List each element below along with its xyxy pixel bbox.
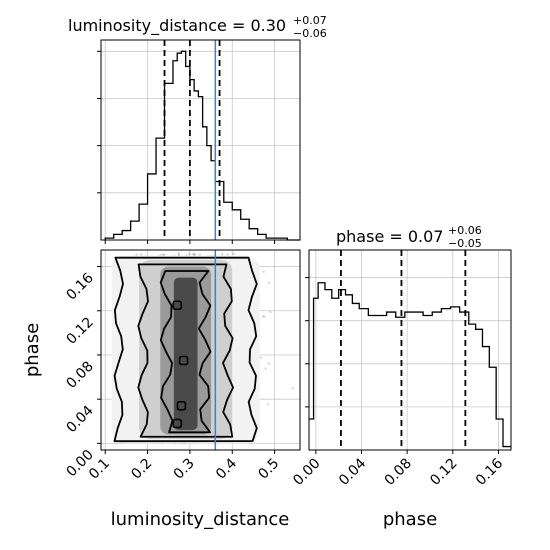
lum-dist-hist-frame bbox=[100, 39, 301, 241]
sample-point bbox=[192, 252, 195, 255]
density-contour bbox=[159, 270, 212, 434]
phase-hist-line bbox=[309, 282, 511, 448]
phase-xtick-label: 0.16 bbox=[473, 455, 506, 488]
phase-hist-frame bbox=[308, 249, 512, 451]
phase-xtick-label: 0.00 bbox=[290, 456, 323, 489]
lum-dist-hist-line bbox=[104, 50, 300, 241]
sample-point bbox=[262, 270, 265, 273]
phase-ytick-label: 0.04 bbox=[63, 403, 96, 436]
phase-title: phase = 0.07 bbox=[336, 227, 443, 246]
sample-point bbox=[264, 367, 267, 370]
sample-point bbox=[266, 403, 269, 406]
phase-title-minus: −0.05 bbox=[448, 237, 482, 250]
phase-hist-grid bbox=[309, 250, 511, 450]
sample-point bbox=[162, 253, 166, 256]
sample-point bbox=[226, 253, 229, 256]
lum-dist-xtick-label: 0.4 bbox=[213, 455, 240, 482]
sample-point bbox=[135, 253, 138, 256]
density-peak-contour bbox=[176, 401, 187, 411]
phase-ytick-label: 0.16 bbox=[63, 270, 96, 303]
sample-point bbox=[262, 315, 265, 318]
density-fill-level bbox=[173, 277, 198, 431]
x-axis-label-lum-dist: luminosity_distance bbox=[111, 509, 290, 530]
lum-dist-hist-grid bbox=[101, 40, 300, 240]
sample-point bbox=[221, 253, 224, 256]
sample-point bbox=[177, 252, 180, 255]
joint-density-fill bbox=[111, 255, 260, 444]
sample-point bbox=[193, 253, 196, 256]
phase-hist-marks bbox=[309, 250, 511, 450]
sample-point bbox=[193, 253, 196, 256]
sample-point bbox=[198, 253, 201, 256]
x-axis-label-phase: phase bbox=[383, 509, 437, 530]
density-contour bbox=[137, 263, 234, 438]
phase-xtick-label: 0.08 bbox=[382, 456, 415, 489]
density-peak-contour bbox=[172, 418, 183, 429]
phase-ytick-label: 0.08 bbox=[63, 358, 96, 391]
sample-point bbox=[269, 310, 272, 314]
sample-point bbox=[162, 253, 165, 256]
phase-xtick-label: 0.12 bbox=[427, 456, 460, 489]
phase-hist-panel: 0.00 0.04 0.08 0.12 0.16 phase = 0.07 +0.06 … bbox=[290, 224, 512, 489]
sample-point bbox=[187, 253, 191, 256]
lum-dist-title-plus: +0.07 bbox=[293, 14, 327, 27]
sample-point bbox=[259, 356, 262, 359]
phase-title-plus: +0.06 bbox=[448, 224, 482, 237]
lum-dist-hist-panel: luminosity_distance = 0.30 +0.07 −0.06 bbox=[68, 14, 327, 244]
lum-dist-title-minus: −0.06 bbox=[293, 27, 327, 40]
phase-ytick-label: 0.12 bbox=[63, 314, 96, 347]
lum-dist-title: luminosity_distance = 0.30 bbox=[68, 16, 286, 36]
sample-point bbox=[232, 252, 235, 255]
density-contour bbox=[113, 256, 258, 443]
sample-point bbox=[267, 362, 271, 365]
density-peak-contour bbox=[172, 300, 183, 311]
lum-dist-xtick-label: 0.3 bbox=[171, 456, 198, 483]
lum-dist-xtick-label: 0.5 bbox=[255, 456, 282, 483]
y-axis-label-phase: phase bbox=[22, 323, 43, 377]
lum-dist-hist-marks bbox=[104, 40, 300, 241]
lum-dist-hist-ticks bbox=[97, 50, 276, 244]
density-peak-contour bbox=[178, 355, 189, 366]
sample-point bbox=[263, 315, 266, 318]
phase-xtick-label: 0.04 bbox=[336, 455, 369, 488]
joint-density-panel: 0.1 0.2 0.3 0.4 0.50.000.040.080.120.16 lumi… bbox=[22, 249, 301, 530]
sample-point bbox=[291, 387, 294, 390]
joint-density-contours bbox=[113, 256, 258, 443]
joint-density-frame bbox=[100, 249, 301, 451]
lum-dist-xtick-label: 0.2 bbox=[128, 456, 155, 483]
sample-point bbox=[178, 253, 181, 256]
sample-point bbox=[140, 253, 143, 256]
phase-hist-ticks: 0.00 0.04 0.08 0.12 0.16 bbox=[290, 277, 506, 489]
sample-point bbox=[267, 281, 270, 284]
